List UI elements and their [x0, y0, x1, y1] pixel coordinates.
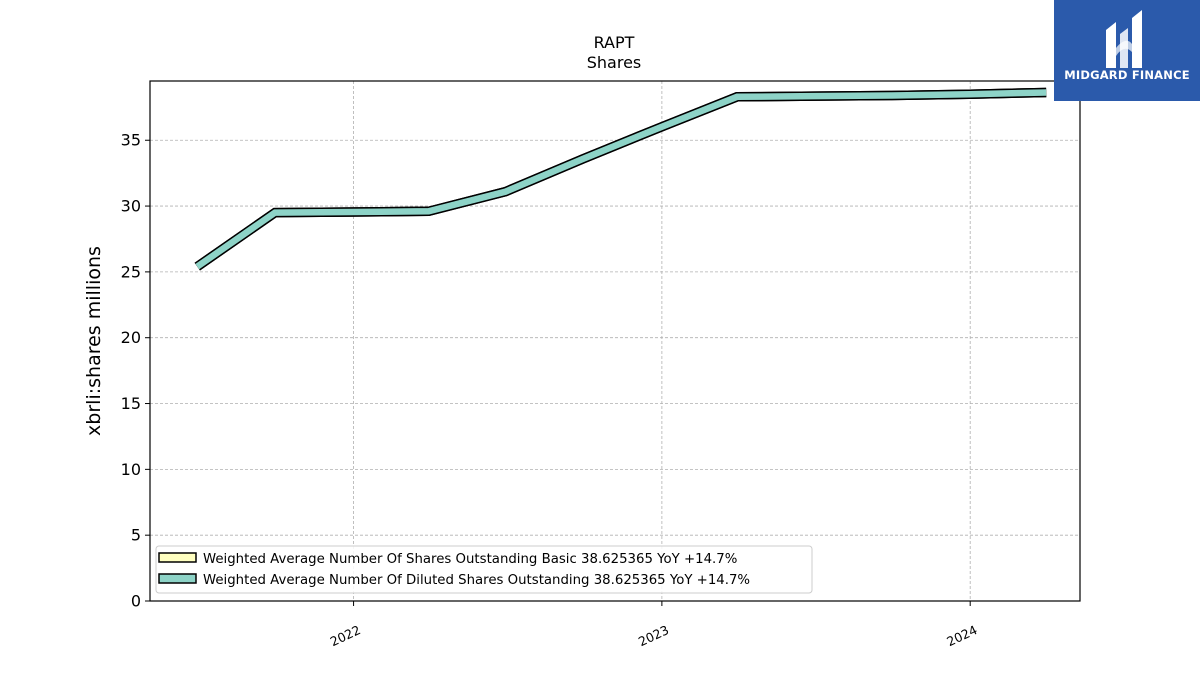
x-tick-label: 2022 [328, 622, 363, 649]
legend-swatch [158, 552, 197, 563]
y-tick-label: 35 [121, 131, 141, 150]
gridlines [150, 81, 1080, 602]
y-tick-label: 30 [121, 197, 141, 216]
logo-text: MIDGARD FINANCE [1064, 68, 1190, 82]
y-tick-label: 0 [131, 592, 141, 611]
logo-mark-icon [1106, 10, 1142, 68]
x-tick-label: 2023 [636, 622, 671, 649]
y-tick-label: 10 [121, 460, 141, 479]
plot-area [194, 87, 1047, 271]
plot-frame [149, 80, 1081, 602]
series-line [195, 89, 1047, 270]
chart-subtitle: Shares [587, 53, 642, 72]
y-axis: 0 5 10 15 20 25 30 35 [121, 131, 150, 611]
series-line [195, 89, 1047, 270]
legend-swatch [158, 573, 197, 584]
legend-label: Weighted Average Number Of Diluted Share… [203, 573, 750, 588]
series-outline [194, 87, 1047, 271]
y-tick-label: 20 [121, 328, 141, 347]
y-tick-label: 5 [131, 526, 141, 545]
midgard-finance-logo: MIDGARD FINANCE [1054, 0, 1200, 101]
series-outline [194, 87, 1047, 271]
y-tick-label: 15 [121, 394, 141, 413]
legend-label: Weighted Average Number Of Shares Outsta… [203, 552, 737, 567]
legend-box [155, 545, 813, 594]
legend: Weighted Average Number Of Shares Outsta… [155, 545, 813, 594]
y-tick-label: 25 [121, 262, 141, 281]
x-axis: 2022 2023 2024 [328, 601, 980, 649]
chart-title: RAPT [594, 33, 635, 52]
x-tick-label: 2024 [944, 622, 979, 649]
y-axis-label: xbrli:shares millions [83, 246, 105, 436]
